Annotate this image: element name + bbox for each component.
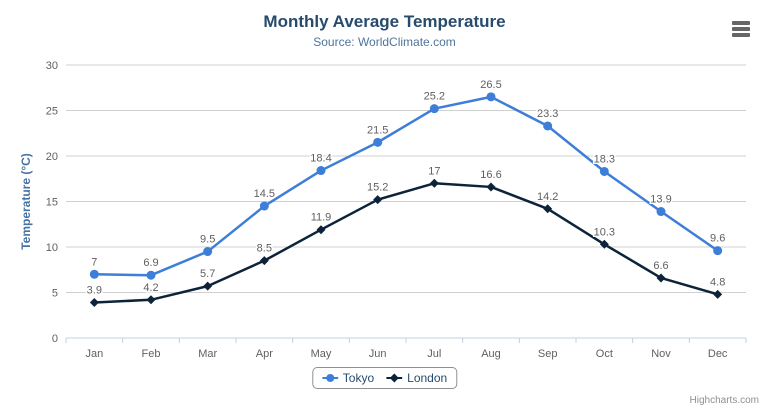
chart-subtitle: Source: WorldClimate.com [313, 35, 456, 49]
data-label: 18.4 [310, 153, 331, 165]
data-label: 15.2 [367, 182, 388, 194]
data-label: 21.5 [367, 124, 388, 136]
data-point[interactable] [486, 182, 496, 192]
x-axis-label: Mar [198, 348, 217, 360]
data-label: 7 [91, 256, 97, 268]
data-point[interactable] [599, 166, 609, 176]
y-axis-label: 15 [46, 197, 58, 209]
data-label: 26.5 [480, 79, 501, 91]
x-axis-label: Aug [481, 348, 501, 360]
data-point[interactable] [89, 269, 99, 279]
data-label: 8.5 [257, 243, 272, 255]
series-line[interactable] [93, 182, 719, 304]
data-point[interactable] [316, 225, 326, 235]
data-label: 9.5 [200, 234, 215, 246]
data-label: 25.2 [424, 91, 445, 103]
data-point[interactable] [146, 295, 156, 305]
legend: Tokyo London [311, 367, 458, 389]
data-label: 6.6 [653, 260, 668, 272]
data-point[interactable] [89, 298, 99, 308]
data-label: 6.9 [143, 257, 158, 269]
data-label: 17 [428, 165, 440, 177]
data-point[interactable] [259, 256, 269, 266]
chart-title: Monthly Average Temperature [263, 12, 506, 31]
circle-marker-icon [321, 374, 338, 382]
legend-label: Tokyo [342, 371, 375, 385]
data-label: 11.9 [311, 212, 332, 224]
data-label: 3.9 [87, 285, 102, 297]
data-point[interactable] [316, 166, 326, 176]
data-label: 18.3 [594, 153, 615, 165]
x-axis-label: Sep [538, 348, 558, 360]
context-menu-button[interactable] [732, 21, 750, 37]
series-tokyo[interactable]: 7 6.9 9.5 14.5 18.4 21.5 25.2 26.5 23.3 18.3 13.9 9… [89, 77, 727, 280]
y-axis-label: 30 [46, 60, 58, 72]
data-point[interactable] [373, 137, 383, 147]
data-point[interactable] [146, 270, 156, 280]
credits-link[interactable]: Highcharts.com [689, 395, 759, 406]
data-point[interactable] [656, 273, 666, 283]
data-point[interactable] [713, 289, 723, 299]
y-axis-title: Temperature (°C) [19, 153, 33, 250]
data-point[interactable] [713, 246, 723, 256]
x-axis-label: Feb [142, 348, 161, 360]
data-label: 14.5 [254, 188, 275, 200]
y-axis-label: 10 [46, 242, 58, 254]
data-label: 13.9 [650, 194, 671, 206]
x-axis-label: Jul [427, 348, 441, 360]
data-label: 16.6 [480, 169, 501, 181]
data-label: 4.2 [143, 282, 158, 294]
data-point[interactable] [599, 239, 609, 249]
hamburger-icon [732, 33, 750, 37]
x-axis-label: Dec [708, 348, 728, 360]
x-axis-label: Apr [256, 348, 273, 360]
x-axis-label: Jun [369, 348, 387, 360]
series-london[interactable]: 3.9 4.2 5.7 8.5 11.9 15.2 17 16.6 14.2 10.3 6.6 4.8 [85, 164, 727, 308]
data-label: 4.8 [710, 276, 725, 288]
data-point[interactable] [373, 195, 383, 205]
data-point[interactable] [203, 247, 213, 257]
data-label: 5.7 [200, 268, 215, 280]
hamburger-icon [732, 27, 750, 31]
data-point[interactable] [656, 207, 666, 217]
legend-item-london[interactable]: London [386, 371, 447, 385]
y-axis-label: 20 [46, 151, 58, 163]
hamburger-icon [732, 21, 750, 25]
data-point[interactable] [543, 204, 553, 214]
data-point[interactable] [259, 201, 269, 211]
data-point[interactable] [543, 121, 553, 131]
x-axis-label: Jan [85, 348, 103, 360]
data-label: 9.6 [710, 233, 725, 245]
data-point[interactable] [429, 104, 439, 114]
data-label: 14.2 [537, 191, 558, 203]
y-axis-label: 5 [52, 288, 58, 300]
data-point[interactable] [486, 92, 496, 102]
data-label: 10.3 [594, 226, 615, 238]
x-axis-label: Nov [651, 348, 671, 360]
data-point[interactable] [429, 178, 439, 188]
series-line[interactable] [93, 95, 719, 277]
y-axis-label: 25 [46, 106, 58, 118]
diamond-marker-icon [386, 373, 403, 383]
x-axis-label: May [311, 348, 332, 360]
data-label: 23.3 [537, 108, 558, 120]
legend-item-tokyo[interactable]: Tokyo [321, 371, 375, 385]
data-point[interactable] [203, 281, 213, 291]
legend-label: London [407, 371, 448, 385]
x-axis-label: Oct [596, 348, 613, 360]
y-axis-label: 0 [52, 333, 58, 345]
